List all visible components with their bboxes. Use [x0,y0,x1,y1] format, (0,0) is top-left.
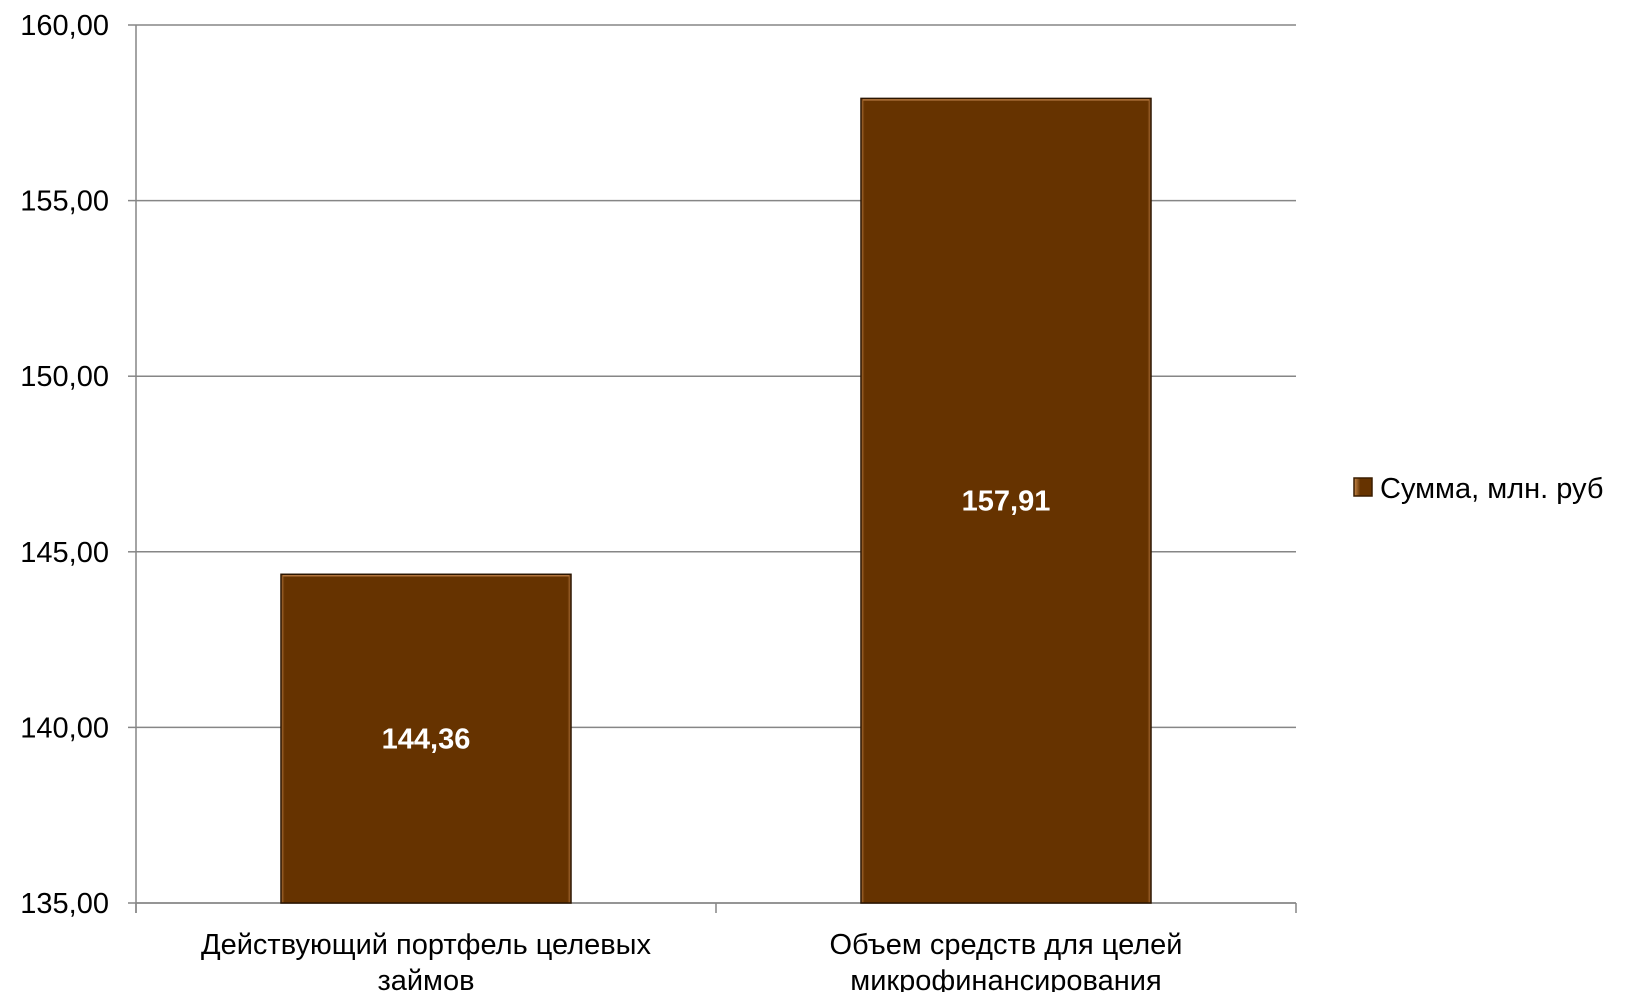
bar [280,573,572,904]
data-label: 157,91 [962,486,1051,518]
y-tick-label: 150,00 [20,361,109,393]
y-tick-label: 145,00 [20,537,109,569]
y-tick-label: 140,00 [20,712,109,744]
bars [280,97,1152,904]
y-tick-label: 135,00 [20,888,109,920]
x-axis-category-labels: Действующий портфель целевых займов Объем … [201,929,1183,992]
legend-swatch-icon [1353,477,1373,497]
legend: Сумма, млн. руб [1353,473,1603,505]
x-category-label: Объем средств для целей [829,929,1182,961]
x-category-label: микрофинансирования [850,965,1161,992]
y-tick-label: 155,00 [20,186,109,218]
data-labels: 144,36 157,91 [382,486,1051,756]
x-category-label: Действующий портфель целевых [201,929,652,961]
data-label: 144,36 [382,724,471,756]
legend-entry-label: Сумма, млн. руб [1380,473,1603,505]
y-axis-tick-labels: 135,00 140,00 145,00 150,00 155,00 160,00 [20,10,109,920]
y-tick-label: 160,00 [20,10,109,42]
x-category-label: займов [377,965,474,992]
bar [860,97,1152,904]
